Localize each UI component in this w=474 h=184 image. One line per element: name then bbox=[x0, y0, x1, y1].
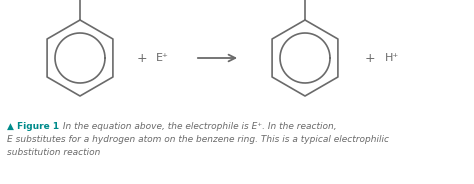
Text: Figure 1: Figure 1 bbox=[17, 122, 59, 131]
Text: ▲: ▲ bbox=[7, 122, 14, 131]
Text: E⁺: E⁺ bbox=[155, 53, 168, 63]
Text: substitution reaction: substitution reaction bbox=[7, 148, 100, 157]
Text: H⁺: H⁺ bbox=[385, 53, 399, 63]
Text: E substitutes for a hydrogen atom on the benzene ring. This is a typical electro: E substitutes for a hydrogen atom on the… bbox=[7, 135, 389, 144]
Text: +: + bbox=[365, 52, 375, 65]
Text: +: + bbox=[137, 52, 147, 65]
Text: In the equation above, the electrophile is E⁺. In the reaction,: In the equation above, the electrophile … bbox=[60, 122, 337, 131]
